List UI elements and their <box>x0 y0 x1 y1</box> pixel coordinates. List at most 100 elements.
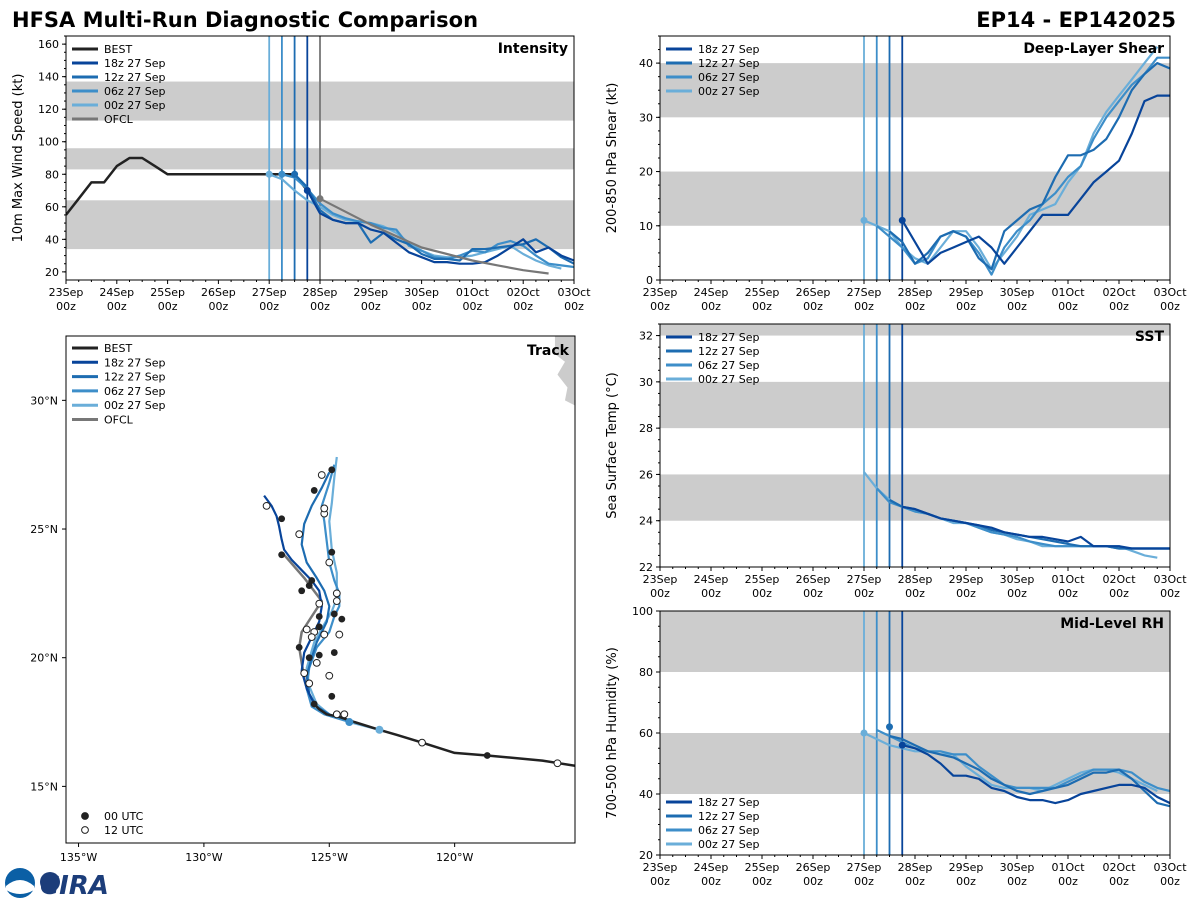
lon-tick-label: 130°W <box>185 851 222 864</box>
legend-label: 18z 27 Sep <box>698 43 760 56</box>
panel-title: Mid-Level RH <box>1060 616 1164 632</box>
x-tick-label-hour: 00z <box>310 300 330 313</box>
y-tick-label: 26 <box>639 468 653 481</box>
x-tick-label-date: 24Sep <box>694 573 729 586</box>
track-point-00utc <box>330 649 338 656</box>
marker-legend-swatch <box>81 826 89 834</box>
x-tick-label-hour: 00z <box>752 587 772 600</box>
lat-tick-label: 30°N <box>30 394 58 407</box>
x-tick-label-hour: 00z <box>1160 875 1180 888</box>
legend-label: 18z 27 Sep <box>104 356 166 369</box>
x-tick-label-hour: 00z <box>158 300 178 313</box>
y-tick-label: 20 <box>639 849 653 862</box>
legend-label: BEST <box>104 342 132 355</box>
x-tick-label-date: 29Sep <box>353 286 388 299</box>
legend-label: 06z 27 Sep <box>698 824 760 837</box>
threshold-band <box>660 733 1170 794</box>
y-tick-label: 28 <box>639 422 653 435</box>
init-point-ofcl <box>316 195 324 203</box>
threshold-band <box>660 324 1170 336</box>
y-tick-label: 30 <box>639 376 653 389</box>
threshold-band <box>660 63 1170 118</box>
track-point-00utc <box>483 752 491 759</box>
x-tick-label-date: 30Sep <box>1000 861 1035 874</box>
y-tick-label: 30 <box>639 111 653 124</box>
x-tick-label-date: 25Sep <box>745 286 780 299</box>
x-tick-label-hour: 00z <box>854 875 874 888</box>
init-point-r06 <box>278 170 286 178</box>
track-point-00utc <box>278 551 286 559</box>
x-tick-label-hour: 00z <box>803 300 823 313</box>
y-tick-label: 100 <box>632 605 653 618</box>
y-tick-label: 140 <box>38 71 59 84</box>
x-tick-label-hour: 00z <box>1160 300 1180 313</box>
x-tick-label-hour: 00z <box>412 300 432 313</box>
x-tick-label-date: 01Oct <box>1051 861 1085 874</box>
lon-tick-label: 125°W <box>311 851 348 864</box>
x-tick-label-hour: 00z <box>1058 300 1078 313</box>
x-tick-label-hour: 00z <box>1007 875 1027 888</box>
x-tick-label-date: 26Sep <box>796 286 831 299</box>
x-tick-label-date: 23Sep <box>643 861 678 874</box>
x-tick-label-hour: 00z <box>1058 587 1078 600</box>
track-point-00utc <box>278 515 286 523</box>
track-point-12utc <box>325 558 334 567</box>
track-point-12utc <box>320 504 329 513</box>
track-point-00utc <box>338 615 346 623</box>
track-point-00utc <box>330 610 338 618</box>
x-tick-label-hour: 00z <box>259 300 279 313</box>
y-axis-label: 10m Max Wind Speed (kt) <box>11 74 26 243</box>
x-tick-label-date: 26Sep <box>796 861 831 874</box>
x-tick-label-hour: 00z <box>1109 300 1129 313</box>
y-tick-label: 32 <box>639 330 653 343</box>
track-point-12utc <box>317 471 326 479</box>
track-point-12utc <box>295 530 304 539</box>
intensity-panel: 2040608010012014016023Sep00z24Sep00z25Se… <box>11 35 591 313</box>
legend-label: 12z 27 Sep <box>698 810 760 823</box>
sst-panel: 22242628303223Sep00z24Sep00z25Sep00z26Se… <box>605 323 1187 600</box>
x-tick-label-hour: 00z <box>650 587 670 600</box>
x-tick-label-date: 24Sep <box>694 861 729 874</box>
x-tick-label-date: 24Sep <box>99 286 134 299</box>
x-tick-label-hour: 00z <box>1109 875 1129 888</box>
track-panel: 135°W 130°W 125°W 120°W 15°N 20°N 25°N 30°N Trac… <box>30 335 576 864</box>
track-point-12utc <box>325 671 334 680</box>
x-tick-label-hour: 00z <box>1109 587 1129 600</box>
legend-label: 06z 27 Sep <box>698 71 760 84</box>
map-area <box>262 336 575 768</box>
series-line-r18 <box>902 744 1170 805</box>
x-tick-label-hour: 00z <box>650 875 670 888</box>
series-line-r06 <box>281 173 574 269</box>
x-tick-label-date: 02Oct <box>1102 286 1136 299</box>
x-tick-label-hour: 00z <box>650 300 670 313</box>
track-point-12utc <box>312 658 321 667</box>
marker-legend-swatch <box>81 812 89 820</box>
legend-label: BEST <box>104 43 132 56</box>
series-line-r18 <box>901 94 1170 265</box>
y-tick-label: 20 <box>45 266 59 279</box>
x-tick-label-date: 27Sep <box>252 286 287 299</box>
forecast-track-r00 <box>305 456 380 731</box>
legend-label: 00z 27 Sep <box>698 373 760 386</box>
track-point-00utc <box>305 582 313 590</box>
x-tick-label-hour: 00z <box>56 300 76 313</box>
x-tick-label-date: 03Oct <box>1153 286 1187 299</box>
init-point-r00 <box>860 729 868 737</box>
track-point-12utc <box>300 669 309 678</box>
x-tick-label-date: 02Oct <box>507 286 541 299</box>
series-line-r12 <box>888 61 1170 271</box>
track-point-00utc <box>315 613 323 620</box>
y-axis-label: Sea Surface Temp (°C) <box>605 372 620 519</box>
legend-label: 12z 27 Sep <box>104 71 166 84</box>
y-tick-label: 100 <box>38 136 59 149</box>
x-tick-label-hour: 00z <box>564 300 584 313</box>
x-tick-label-date: 28Sep <box>898 573 933 586</box>
y-tick-label: 80 <box>45 168 59 181</box>
x-tick-label-date: 26Sep <box>796 573 831 586</box>
series-line-ofcl <box>319 197 549 275</box>
x-tick-label-hour: 00z <box>209 300 229 313</box>
track-point-12utc <box>332 597 341 605</box>
x-tick-label-hour: 00z <box>905 300 925 313</box>
y-axis-label: 200-850 hPa Shear (kt) <box>605 83 620 234</box>
